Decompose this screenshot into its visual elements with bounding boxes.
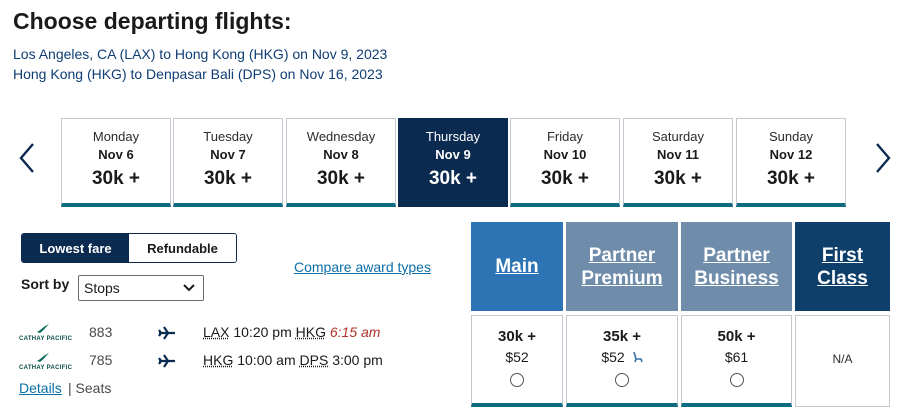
- date-day: Nov 7: [210, 147, 246, 162]
- segment-times: HKG 10:00 am DPS 3:00 pm: [203, 352, 383, 368]
- fare-cash: $61: [724, 349, 749, 365]
- date-tile-fri[interactable]: Friday Nov 10 30k +: [510, 118, 620, 207]
- chevron-down-icon: [183, 284, 195, 292]
- segment-times: LAX 10:20 pm HKG 6:15 am: [203, 324, 380, 340]
- seats-link[interactable]: Seats: [75, 380, 112, 396]
- destination-airport: DPS: [299, 352, 329, 368]
- seat-icon: [632, 351, 643, 363]
- cathay-brushwing-icon: [37, 353, 49, 362]
- date-day: Nov 9: [435, 147, 471, 162]
- date-price: 30k +: [428, 168, 478, 189]
- date-tile-thu[interactable]: Thursday Nov 9 30k +: [398, 118, 508, 207]
- destination-airport: HKG: [295, 324, 326, 340]
- arrive-time: 6:15 am: [329, 324, 381, 340]
- refundable-option[interactable]: Refundable: [129, 234, 236, 262]
- origin-airport: LAX: [203, 324, 230, 340]
- date-price: 30k +: [540, 168, 590, 189]
- fare-cash: $52: [505, 349, 529, 365]
- fare-cash: $52: [601, 349, 625, 365]
- date-dow: Tuesday: [203, 129, 253, 144]
- date-dow: Monday: [92, 129, 140, 144]
- airline-name: CATHAY PACIFIC: [19, 365, 73, 371]
- date-dow: Sunday: [768, 129, 814, 144]
- date-dow: Friday: [546, 129, 584, 144]
- date-day: Nov 6: [98, 147, 134, 162]
- date-tile-sat[interactable]: Saturday Nov 11 30k +: [623, 118, 733, 207]
- lowest-fare-option[interactable]: Lowest fare: [22, 234, 129, 262]
- date-day: Nov 11: [657, 147, 699, 162]
- date-tile-wed[interactable]: Wednesday Nov 8 30k +: [286, 118, 396, 207]
- fare-cell-partner-premium[interactable]: 35k + $52: [566, 315, 678, 407]
- date-day: Nov 8: [323, 147, 359, 162]
- itinerary-leg-2: Hong Kong (HKG) to Denpasar Bali (DPS) o…: [13, 66, 383, 82]
- date-day: Nov 10: [543, 147, 587, 162]
- date-price: 30k +: [766, 168, 816, 189]
- date-price: 30k +: [316, 168, 366, 189]
- airplane-icon: [158, 326, 175, 340]
- origin-airport: HKG: [203, 352, 234, 368]
- date-dow: Wednesday: [306, 129, 376, 144]
- compare-award-types-link[interactable]: Compare award types: [294, 259, 431, 275]
- fare-points: 30k +: [498, 328, 536, 345]
- cathay-brushwing-icon: [37, 324, 49, 333]
- details-link[interactable]: Details: [19, 380, 62, 396]
- fare-cell-partner-business[interactable]: 50k + $61: [681, 315, 792, 407]
- fare-radio[interactable]: [615, 373, 629, 387]
- seats-label: | Seats: [68, 380, 111, 396]
- cabin-header-main[interactable]: Main: [471, 222, 563, 311]
- date-price: 30k +: [91, 168, 141, 189]
- link-separator: |: [68, 380, 72, 396]
- fare-radio[interactable]: [729, 373, 744, 387]
- fare-type-toggle: Lowest fare Refundable: [21, 233, 237, 263]
- depart-time: 10:20 pm: [233, 324, 292, 340]
- fare-cell-first-class: N/A: [795, 315, 890, 407]
- cabin-header-partner-premium[interactable]: Partner Premium: [566, 222, 678, 311]
- flight-number: 785: [89, 352, 113, 368]
- airline-name: CATHAY PACIFIC: [19, 336, 73, 342]
- next-dates-button[interactable]: [868, 140, 898, 176]
- airline-logo: CATHAY PACIFIC: [19, 323, 73, 345]
- chevron-right-icon: [876, 143, 891, 173]
- itinerary-leg-1: Los Angeles, CA (LAX) to Hong Kong (HKG)…: [13, 46, 388, 62]
- fare-radio[interactable]: [510, 373, 524, 387]
- prev-dates-button[interactable]: [12, 140, 42, 176]
- fare-cash-row: $61: [682, 349, 791, 365]
- date-price: 30k +: [653, 168, 703, 189]
- fare-points: 50k +: [717, 328, 756, 345]
- date-tile-sun[interactable]: Sunday Nov 12 30k +: [736, 118, 846, 207]
- airplane-icon: [158, 354, 175, 368]
- airline-logo: CATHAY PACIFIC: [19, 352, 73, 374]
- sort-select[interactable]: Stops: [78, 275, 204, 301]
- chevron-left-icon: [19, 143, 34, 173]
- itinerary-summary: Los Angeles, CA (LAX) to Hong Kong (HKG)…: [13, 44, 387, 84]
- date-tile-tue[interactable]: Tuesday Nov 7 30k +: [173, 118, 283, 207]
- cabin-header-first-class[interactable]: First Class: [795, 222, 890, 311]
- sort-value: Stops: [84, 280, 120, 296]
- date-tile-mon[interactable]: Monday Nov 6 30k +: [61, 118, 171, 207]
- date-dow: Saturday: [651, 129, 705, 144]
- fare-points: 35k +: [603, 328, 641, 345]
- date-price: 30k +: [203, 168, 253, 189]
- fare-not-available: N/A: [832, 352, 853, 366]
- depart-time: 10:00 am: [237, 352, 296, 368]
- sort-label: Sort by: [21, 276, 70, 292]
- arrive-time: 3:00 pm: [332, 352, 383, 368]
- date-day: Nov 12: [769, 147, 813, 162]
- fare-cell-main[interactable]: 30k + $52: [471, 315, 563, 407]
- page-title: Choose departing flights:: [13, 8, 292, 34]
- cabin-header-partner-business[interactable]: Partner Business: [681, 222, 792, 311]
- fare-cash-row: $52: [472, 349, 562, 365]
- flight-number: 883: [89, 324, 113, 340]
- fare-cash-row: $52: [567, 349, 677, 365]
- date-dow: Thursday: [425, 129, 481, 144]
